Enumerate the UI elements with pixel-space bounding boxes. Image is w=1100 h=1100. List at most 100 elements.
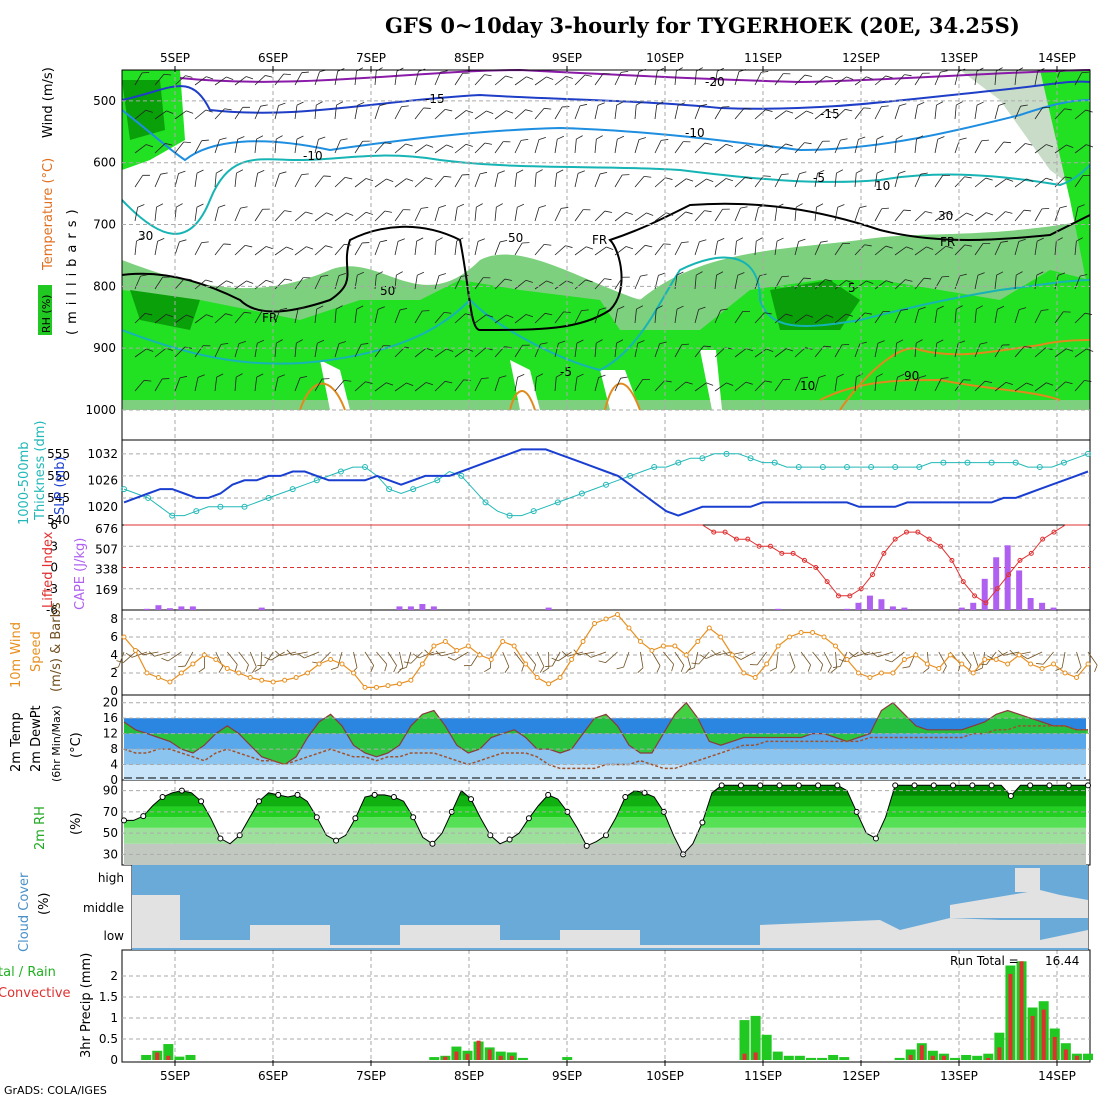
- barb-staff: [974, 343, 981, 358]
- lifted-index-point: [881, 550, 887, 556]
- wind10m-speed-point: [373, 684, 379, 690]
- barb-staff: [514, 279, 527, 290]
- cape-bar-37: [545, 607, 552, 610]
- upper-wind-barb: [1014, 238, 1026, 256]
- date-label-top-3: 8SEP: [454, 51, 484, 65]
- wind10m-speed-point: [683, 652, 689, 658]
- barb-staff: [274, 309, 281, 324]
- upper-wind-barb: [934, 275, 950, 290]
- upper-wind-barb: [514, 242, 530, 256]
- barb-staff: [814, 75, 827, 86]
- barb-staff: [874, 139, 878, 154]
- barb-flag: [837, 204, 845, 208]
- barb-flag: [830, 667, 837, 673]
- upper-wind-barb: [194, 279, 213, 290]
- upper-wind-barb: [154, 276, 170, 290]
- barb-flag: [1005, 381, 1013, 385]
- rh2m-point: [294, 791, 301, 798]
- barb-staff: [131, 651, 148, 658]
- precip-total-bar-87: [1083, 1053, 1093, 1060]
- barb-staff: [1003, 651, 1020, 656]
- date-label-top-7: 12SEP: [842, 51, 880, 65]
- barb-flag: [525, 109, 533, 112]
- barb-staff: [274, 139, 277, 154]
- upper-wind-barb: [134, 72, 150, 86]
- barb-flag: [671, 664, 675, 672]
- barb-staff: [877, 651, 894, 658]
- rh2m-point: [641, 789, 648, 796]
- barb-flag: [365, 211, 373, 215]
- wind10m-speed-point: [247, 675, 253, 680]
- barb-staff: [634, 212, 647, 222]
- upper-wind-barb: [554, 135, 564, 154]
- barb-staff: [774, 276, 783, 290]
- wind10m-speed-point: [546, 681, 552, 687]
- upper-wind-barb: [194, 345, 211, 358]
- barb-staff: [1034, 144, 1047, 154]
- barb-staff: [954, 244, 966, 256]
- contour-label-6: -5: [560, 365, 572, 379]
- barb-staff: [434, 207, 440, 222]
- barb-flag: [196, 169, 204, 174]
- upper-wind-barb: [794, 376, 809, 392]
- wind10m-speed-point: [328, 657, 334, 662]
- wind10m-speed-point: [649, 648, 655, 653]
- barb-staff: [1074, 380, 1085, 392]
- barb-flag: [440, 70, 448, 73]
- upper-wind-barb: [294, 101, 304, 120]
- barb-flag: [444, 311, 452, 314]
- wind10m-speed-point: [1016, 652, 1022, 658]
- wind10m-barb: [674, 651, 685, 673]
- barb-staff: [394, 71, 398, 86]
- date-label-bottom-4: 9SEP: [552, 1069, 582, 1083]
- upper-wind-barb: [154, 143, 173, 154]
- upper-wind-barb: [514, 374, 525, 392]
- upper-wind-barb: [894, 74, 912, 86]
- barb-flag: [906, 246, 914, 250]
- barb-flag: [1066, 144, 1074, 148]
- barb-staff: [1054, 381, 1066, 392]
- wind10m-barb: [178, 651, 194, 668]
- barb-staff: [534, 377, 537, 392]
- barb-flag: [463, 379, 471, 381]
- barb-staff: [134, 313, 146, 324]
- barb-staff: [414, 241, 418, 256]
- barb-flag: [438, 273, 447, 276]
- barb-flag: [922, 72, 930, 74]
- upper-wind-barb: [554, 340, 566, 358]
- barb-staff: [914, 105, 918, 120]
- barb-staff: [574, 209, 584, 222]
- upper-wind-barb: [334, 379, 352, 392]
- rh-ytick-1: 50: [103, 826, 118, 840]
- upper-wind-barb: [634, 305, 644, 324]
- barb-flag: [936, 339, 944, 344]
- upper-wind-barb: [614, 376, 628, 392]
- upper-wind-barb: [774, 173, 789, 188]
- barb-flag: [521, 138, 529, 141]
- barb-staff: [474, 173, 481, 188]
- barb-flag: [975, 667, 983, 672]
- wind10m-barb: [1021, 651, 1043, 660]
- barb-staff: [474, 142, 486, 154]
- upper-wind-barb: [174, 141, 191, 154]
- upper-wind-barb: [634, 340, 645, 358]
- barb-flag: [165, 143, 173, 146]
- barb-flag: [561, 207, 569, 209]
- wind10m-speed-point: [706, 625, 712, 631]
- upper-wind-barb: [614, 339, 624, 358]
- slp-ytick-0: 1020: [87, 500, 118, 514]
- cloud-low-layer: [132, 895, 1088, 948]
- barb-staff: [514, 377, 518, 392]
- barb-staff: [674, 344, 683, 358]
- wind10m-speed-point: [798, 630, 804, 635]
- upper-wind-barb: [854, 280, 874, 290]
- upper-wind-barb: [174, 239, 187, 256]
- rh2m-ylabel-units: (%): [69, 813, 84, 836]
- wind10m-speed-point: [362, 684, 368, 690]
- barb-staff: [823, 651, 832, 667]
- barb-staff: [474, 110, 487, 120]
- barb-flag: [298, 653, 305, 659]
- barb-flag: [807, 664, 811, 672]
- barb-staff: [280, 651, 297, 657]
